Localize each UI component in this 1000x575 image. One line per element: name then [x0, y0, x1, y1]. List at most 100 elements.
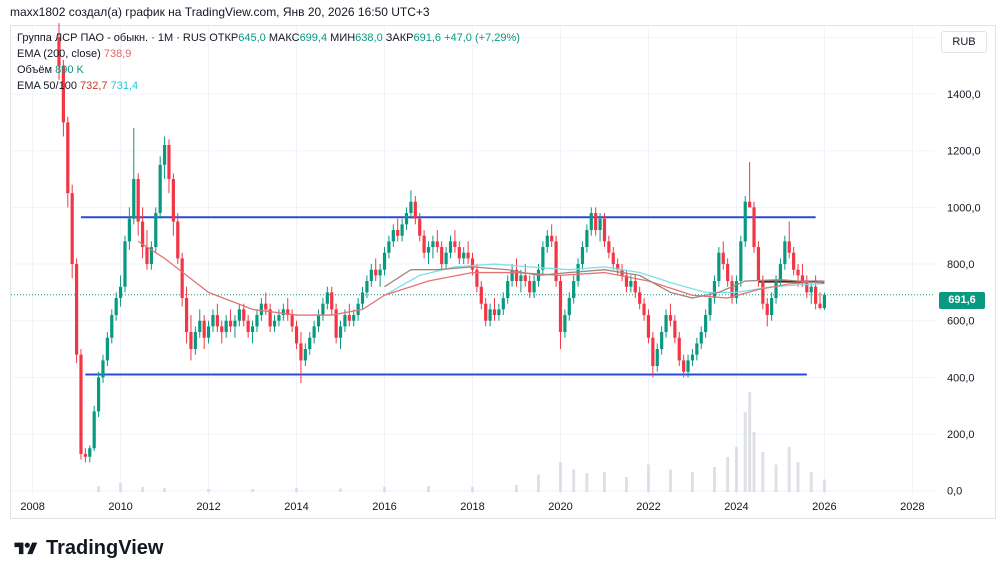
x-tick-label: 2008 [20, 501, 44, 513]
close-label: ЗАКР [385, 32, 414, 44]
candle-body [123, 241, 127, 287]
candle-body [171, 179, 175, 222]
x-axis: 2008 2010 2012 2014 2016 2018 2020 2022 2024 2026… [20, 501, 924, 513]
candle-body [338, 326, 343, 338]
y-tick-label: 1000,0 [947, 202, 981, 214]
candle-body [506, 281, 510, 299]
volume-row: Объём 890 K [17, 62, 520, 78]
candle-body [594, 213, 598, 231]
close-value: 691,6 [413, 32, 442, 44]
candle-body [110, 315, 114, 338]
candle-body [79, 354, 83, 454]
candle-body [497, 309, 501, 316]
candle-body [360, 292, 365, 304]
candle-body [255, 315, 259, 327]
y-tick-label: 800,0 [947, 259, 975, 271]
candle-body [646, 315, 651, 338]
candle-body [761, 281, 765, 304]
candle-body [74, 264, 79, 355]
candle-body [145, 247, 149, 265]
ema200-label: EMA (200, close) [17, 48, 101, 60]
ema200-value: 738,9 [103, 48, 132, 60]
candle-body [303, 349, 307, 361]
low-label: МИН [330, 32, 356, 44]
volume-bar [602, 472, 606, 492]
candle-body [92, 411, 96, 449]
legend: Группа ЛСР ПАО - обыкн. · 1M · RUS ОТКР6… [17, 30, 520, 94]
candle-body [290, 315, 294, 327]
symbol-label: Группа ЛСР ПАО - обыкн. · 1M · RUS [17, 32, 207, 44]
candle-body [567, 298, 571, 316]
x-tick-label: 2010 [108, 501, 132, 513]
candle-body [277, 315, 281, 321]
x-tick-label: 2014 [284, 501, 308, 513]
volume-bar [646, 464, 650, 492]
candle-body [193, 332, 197, 350]
candle-body [202, 320, 206, 338]
candle-body [743, 201, 747, 242]
ema200-row: EMA (200, close) 738,9 [17, 46, 520, 62]
ema50-100-row: EMA 50/100 732,7 731,4 [17, 78, 520, 94]
ohlc-row: Группа ЛСР ПАО - обыкн. · 1M · RUS ОТКР6… [17, 30, 520, 46]
candle-body [158, 164, 162, 214]
candle-body [308, 337, 312, 350]
candle-body [330, 292, 334, 310]
candle-body [83, 453, 87, 457]
candle-body [800, 275, 805, 282]
currency-button[interactable]: RUB [941, 31, 987, 53]
candle-body [435, 241, 439, 248]
volume-bar [796, 462, 800, 492]
volume-bar [471, 487, 474, 492]
low-value: 638,0 [355, 32, 383, 44]
open-value: 645,0 [238, 32, 266, 44]
candle-body [475, 269, 479, 287]
candle-body [739, 241, 743, 282]
candle-body [488, 309, 492, 321]
candle-body [448, 241, 453, 253]
y-tick-label: 400,0 [947, 372, 975, 384]
candle-body [426, 247, 431, 253]
candle-body [633, 281, 637, 293]
candle-body [558, 281, 563, 333]
ema-lines [137, 240, 825, 316]
candle-body [409, 201, 413, 214]
candle-body [616, 264, 620, 270]
tradingview-logo[interactable]: TradingView [12, 537, 163, 560]
candle-body [809, 286, 813, 293]
candle-body [576, 264, 580, 282]
y-tick-label: 600,0 [947, 316, 975, 328]
volume-bar [787, 447, 791, 492]
candle-body [704, 315, 708, 333]
candle-body [250, 326, 255, 333]
ema100-line [384, 263, 825, 296]
candle-body [167, 145, 171, 180]
candle-body [501, 298, 505, 310]
candle-body [321, 303, 325, 316]
candle-body [127, 218, 131, 242]
volume-bar [774, 464, 778, 492]
candlesticks [57, 23, 827, 463]
volume-bar [295, 488, 299, 492]
candle-body [519, 275, 523, 282]
candle-body [316, 315, 321, 327]
candle-body [638, 292, 642, 304]
candle-body [457, 247, 461, 259]
candle-body [624, 275, 629, 287]
candle-body [651, 337, 655, 367]
candle-body [528, 281, 532, 293]
volume-value: 890 K [55, 64, 84, 76]
candle-body [466, 252, 470, 259]
candle-body [154, 213, 158, 248]
candle-body [268, 309, 272, 327]
candle-body [682, 360, 686, 372]
candle-body [132, 179, 136, 219]
high-value: 699,4 [299, 32, 328, 44]
candle-body [70, 193, 74, 265]
candle-body [215, 315, 219, 327]
candle-body [668, 315, 673, 321]
candle-body [523, 275, 527, 282]
candle-body [734, 281, 739, 299]
candle-body [382, 252, 387, 270]
candle-body [822, 294, 827, 308]
